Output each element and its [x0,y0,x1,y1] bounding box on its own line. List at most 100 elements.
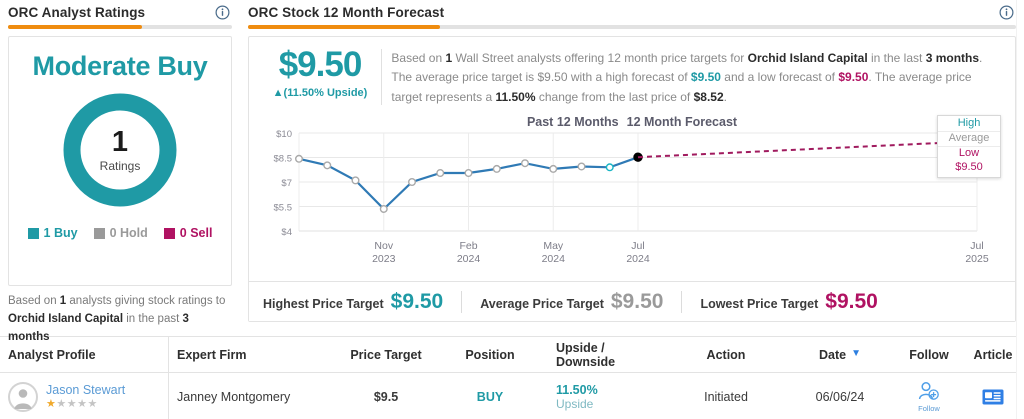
blurb-p6: . The average price target represents a [391,70,972,104]
chart-svg: $4$5.5$7$8.5$10Nov2023Feb2024May2024Jul2… [274,129,989,265]
x-axis-tick-month: Feb [459,240,477,252]
news-article-icon[interactable] [981,387,1005,407]
y-axis-tick: $8.5 [274,154,293,165]
tooltip-high-label: High [938,117,1000,133]
legend-item-sell: 0 Sell [163,226,213,240]
blurb-period: 3 months [925,51,980,65]
top-section: ORC Analyst Ratings Moderate Buy [8,0,1024,343]
target-divider-2 [681,290,683,313]
right-panel-header: ORC Stock 12 Month Forecast [240,0,1024,24]
x-axis-tick-year: 2025 [965,253,989,265]
cell-article[interactable] [962,387,1024,407]
column-header-date[interactable]: Date ▼ [784,348,896,362]
history-data-point[interactable] [577,162,586,171]
y-axis-tick: $7 [281,178,292,189]
analyst-ratings-table: Analyst Profile Expert Firm Price Target… [0,336,1024,419]
lowest-price-target-value: $9.50 [825,289,878,313]
blurb-last-price: $8.52 [693,89,724,104]
chart-title-past: Past 12 Months [526,115,619,130]
info-circle-icon[interactable] [999,5,1014,20]
x-axis-tick-year: 2024 [626,253,650,265]
follow-caption: Follow [918,403,940,413]
column-header-expert-firm[interactable]: Expert Firm [168,337,334,372]
star-icon: ★ [77,398,88,410]
blurb-p8: . [723,89,727,104]
forecast-line [637,140,978,159]
history-data-point[interactable] [295,155,304,164]
history-data-point[interactable] [521,159,530,168]
blurb-p2: Wall Street analysts offering 12 month p… [452,51,748,65]
cell-upside-downside: 11.50% Upside [542,383,668,411]
ratings-donut-wrap: 1 Ratings [9,88,231,212]
donut-chart-svg [63,93,177,207]
upside-caption: ▲(11.50% Upside) [272,87,368,99]
position-badge: BUY [476,389,504,404]
analyst-star-rating: ★★★★★ [46,399,125,410]
stock-forecast-panel: ORC Stock 12 Month Forecast $9.50 ▲(11.5… [240,0,1024,336]
price-target-block: $9.50 ▲(11.50% Upside) [261,47,379,107]
chart-title-forecast: 12 Month Forecast [626,115,738,130]
cell-price-target: $9.5 [373,389,399,404]
legend-swatch-buy [27,227,39,239]
legend-label-hold: 0 Hold [109,226,148,240]
cell-position: BUY [438,390,542,404]
avatar [8,381,38,412]
blurb-change: 11.50% [495,89,536,104]
highest-price-target-label: Highest Price Target [263,296,384,311]
x-axis-tick-month: Nov [374,240,393,252]
column-header-position[interactable]: Position [465,347,515,362]
x-axis-tick-month: Jul [631,240,644,252]
cell-analyst-profile: Jason Stewart ★★★★★ [0,381,168,412]
tooltip-low-label: Low [958,146,980,159]
history-data-point[interactable] [464,169,473,178]
tooltip-low-value: $9.50 [955,160,983,173]
history-data-point[interactable] [323,161,332,170]
upside-header-line2: Downside [556,354,616,369]
forecast-tooltip: High Average Low $9.50 [937,115,1001,179]
history-data-point[interactable] [407,178,416,187]
page-right-edge [1016,0,1024,419]
upside-direction: Upside [556,396,594,411]
lowest-price-target-label: Lowest Price Target [700,296,819,311]
column-header-date-label: Date [819,347,847,362]
blurb-analysts: 1 [445,51,453,65]
right-progress-track [248,25,1016,29]
column-header-analyst-profile[interactable]: Analyst Profile [8,347,96,362]
ratings-footnote: Based on 1 analysts giving stock ratings… [8,293,232,346]
history-data-point[interactable] [436,169,445,178]
chevron-down-icon[interactable]: ▼ [851,347,861,359]
table-row[interactable]: Jason Stewart ★★★★★ Janney Montgomery $9… [0,373,1024,419]
history-data-point[interactable] [351,176,360,185]
x-axis-tick-year: 2024 [457,253,481,265]
history-data-point[interactable] [605,163,614,172]
star-icon: ★ [46,398,57,410]
blurb-high-forecast: $9.50 [690,70,721,85]
info-circle-icon[interactable] [215,5,230,20]
cell-date: 06/06/24 [815,389,865,404]
add-user-icon[interactable] [917,381,941,403]
cell-follow[interactable]: Follow [896,381,962,413]
analyst-name[interactable]: Jason Stewart [46,383,126,397]
cell-expert-firm: Janney Montgomery [168,373,334,419]
legend-label-sell: 0 Sell [179,226,213,240]
column-header-article[interactable]: Article [973,347,1013,362]
forecast-description: Based on 1 Wall Street analysts offering… [391,47,1003,107]
footnote-company: Orchid Island Capital [8,312,124,325]
user-avatar-icon [14,388,32,409]
column-header-action[interactable]: Action [706,347,746,362]
y-axis-tick: $5.5 [274,203,293,214]
history-data-point[interactable] [379,205,388,214]
target-divider-1 [461,290,463,313]
blurb-low-forecast: $9.50 [838,70,869,85]
blurb-p7: change from the last price of [535,89,694,104]
history-data-point[interactable] [549,165,558,174]
blurb-p4: . The average price target is $9.50 with… [391,51,983,85]
column-header-price-target[interactable]: Price Target [350,347,422,362]
analyst-profile[interactable]: Jason Stewart ★★★★★ [8,381,168,412]
upside-percent: 11.50% [556,382,598,397]
footnote-mid2: in the past [123,312,183,325]
column-header-follow[interactable]: Follow [909,347,949,362]
history-data-point[interactable] [492,165,501,174]
column-header-upside-downside[interactable]: Upside / Downside [542,341,668,369]
price-forecast-chart: Past 12 Months 12 Month Forecast $4 $5.5 $7… [257,113,1007,273]
